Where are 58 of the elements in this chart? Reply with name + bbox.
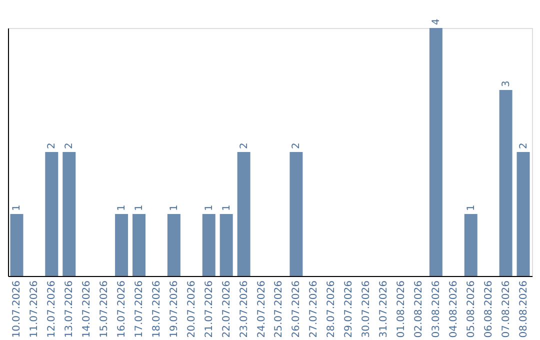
x-tick-label: 28.07.2026	[326, 280, 338, 338]
bar	[10, 214, 24, 276]
x-tick-label: 22.07.2026	[221, 280, 232, 338]
data-label: 1	[116, 204, 128, 211]
data-label: 2	[64, 142, 76, 149]
bar	[167, 214, 180, 276]
bar	[115, 214, 128, 276]
x-tick-label: 02.08.2026	[413, 280, 424, 338]
x-tick-label: 23.07.2026	[238, 280, 250, 338]
x-tick-label: 24.07.2026	[256, 280, 268, 338]
x-tick-label: 19.07.2026	[168, 280, 180, 338]
data-label: 2	[238, 142, 250, 149]
bar	[132, 214, 146, 276]
x-tick-label: 13.07.2026	[64, 280, 76, 338]
data-label: 1	[204, 204, 215, 211]
x-tick-label: 03.08.2026	[430, 280, 442, 338]
x-tick-label: 17.07.2026	[134, 280, 145, 338]
data-label: 4	[430, 18, 442, 25]
x-tick-label: 26.07.2026	[291, 280, 302, 338]
x-tick-label: 01.08.2026	[396, 280, 407, 338]
bar	[45, 152, 58, 276]
bar	[220, 214, 233, 276]
x-tick-label: 27.07.2026	[308, 280, 320, 338]
x-tick-label: 06.08.2026	[483, 280, 494, 338]
x-tick-label: 18.07.2026	[151, 280, 162, 338]
x-tick-label: 10.07.2026	[12, 280, 23, 338]
data-label: 1	[221, 204, 232, 211]
x-tick-label: 29.07.2026	[344, 280, 355, 338]
x-tick-label: 20.07.2026	[186, 280, 198, 338]
x-tick-label: 30.07.2026	[361, 280, 372, 338]
x-tick-label: 31.07.2026	[378, 280, 390, 338]
x-tick-label: 07.08.2026	[500, 280, 512, 338]
x-tick-label: 15.07.2026	[99, 280, 110, 338]
data-label: 1	[466, 204, 477, 211]
data-label: 2	[518, 142, 530, 149]
bar	[62, 152, 76, 276]
bar	[464, 214, 478, 276]
bar	[429, 28, 442, 276]
bar	[290, 152, 303, 276]
data-label: 1	[134, 204, 145, 211]
data-label: 2	[46, 142, 58, 149]
data-label: 3	[500, 80, 512, 87]
x-tick-label: 12.07.2026	[46, 280, 58, 338]
x-tick-label: 21.07.2026	[204, 280, 215, 338]
bar	[237, 152, 250, 276]
bar	[202, 214, 216, 276]
x-tick-label: 04.08.2026	[448, 280, 460, 338]
data-label: 1	[168, 204, 180, 211]
bar	[516, 152, 530, 276]
data-label: 2	[291, 142, 302, 149]
x-tick-label: 14.07.2026	[82, 280, 93, 338]
x-tick-label: 16.07.2026	[116, 280, 128, 338]
x-tick-label: 08.08.2026	[518, 280, 530, 338]
x-tick-label: 11.07.2026	[29, 280, 40, 338]
bar	[499, 90, 512, 276]
data-label: 1	[12, 204, 23, 211]
x-tick-label: 05.08.2026	[466, 280, 477, 338]
x-tick-label: 25.07.2026	[274, 280, 285, 338]
